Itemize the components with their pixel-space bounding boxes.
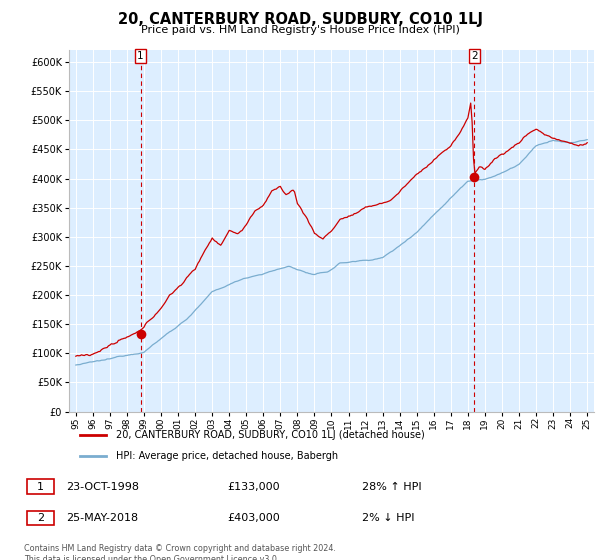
Text: 20, CANTERBURY ROAD, SUDBURY, CO10 1LJ: 20, CANTERBURY ROAD, SUDBURY, CO10 1LJ [118,12,482,27]
Text: 1: 1 [137,51,144,61]
Text: 2: 2 [37,513,44,523]
Text: Price paid vs. HM Land Registry's House Price Index (HPI): Price paid vs. HM Land Registry's House … [140,25,460,35]
Text: 2: 2 [471,51,478,61]
Text: £133,000: £133,000 [227,482,280,492]
Bar [27,479,54,494]
Bar [27,511,54,525]
Text: 1: 1 [37,482,44,492]
Text: 2% ↓ HPI: 2% ↓ HPI [362,513,415,523]
Text: 23-OCT-1998: 23-OCT-1998 [66,482,139,492]
Text: 28% ↑ HPI: 28% ↑ HPI [362,482,422,492]
Text: £403,000: £403,000 [227,513,280,523]
Text: 20, CANTERBURY ROAD, SUDBURY, CO10 1LJ (detached house): 20, CANTERBURY ROAD, SUDBURY, CO10 1LJ (… [116,430,425,440]
Text: 25-MAY-2018: 25-MAY-2018 [66,513,139,523]
Text: Contains HM Land Registry data © Crown copyright and database right 2024.
This d: Contains HM Land Registry data © Crown c… [24,544,336,560]
Text: HPI: Average price, detached house, Babergh: HPI: Average price, detached house, Babe… [116,451,338,461]
